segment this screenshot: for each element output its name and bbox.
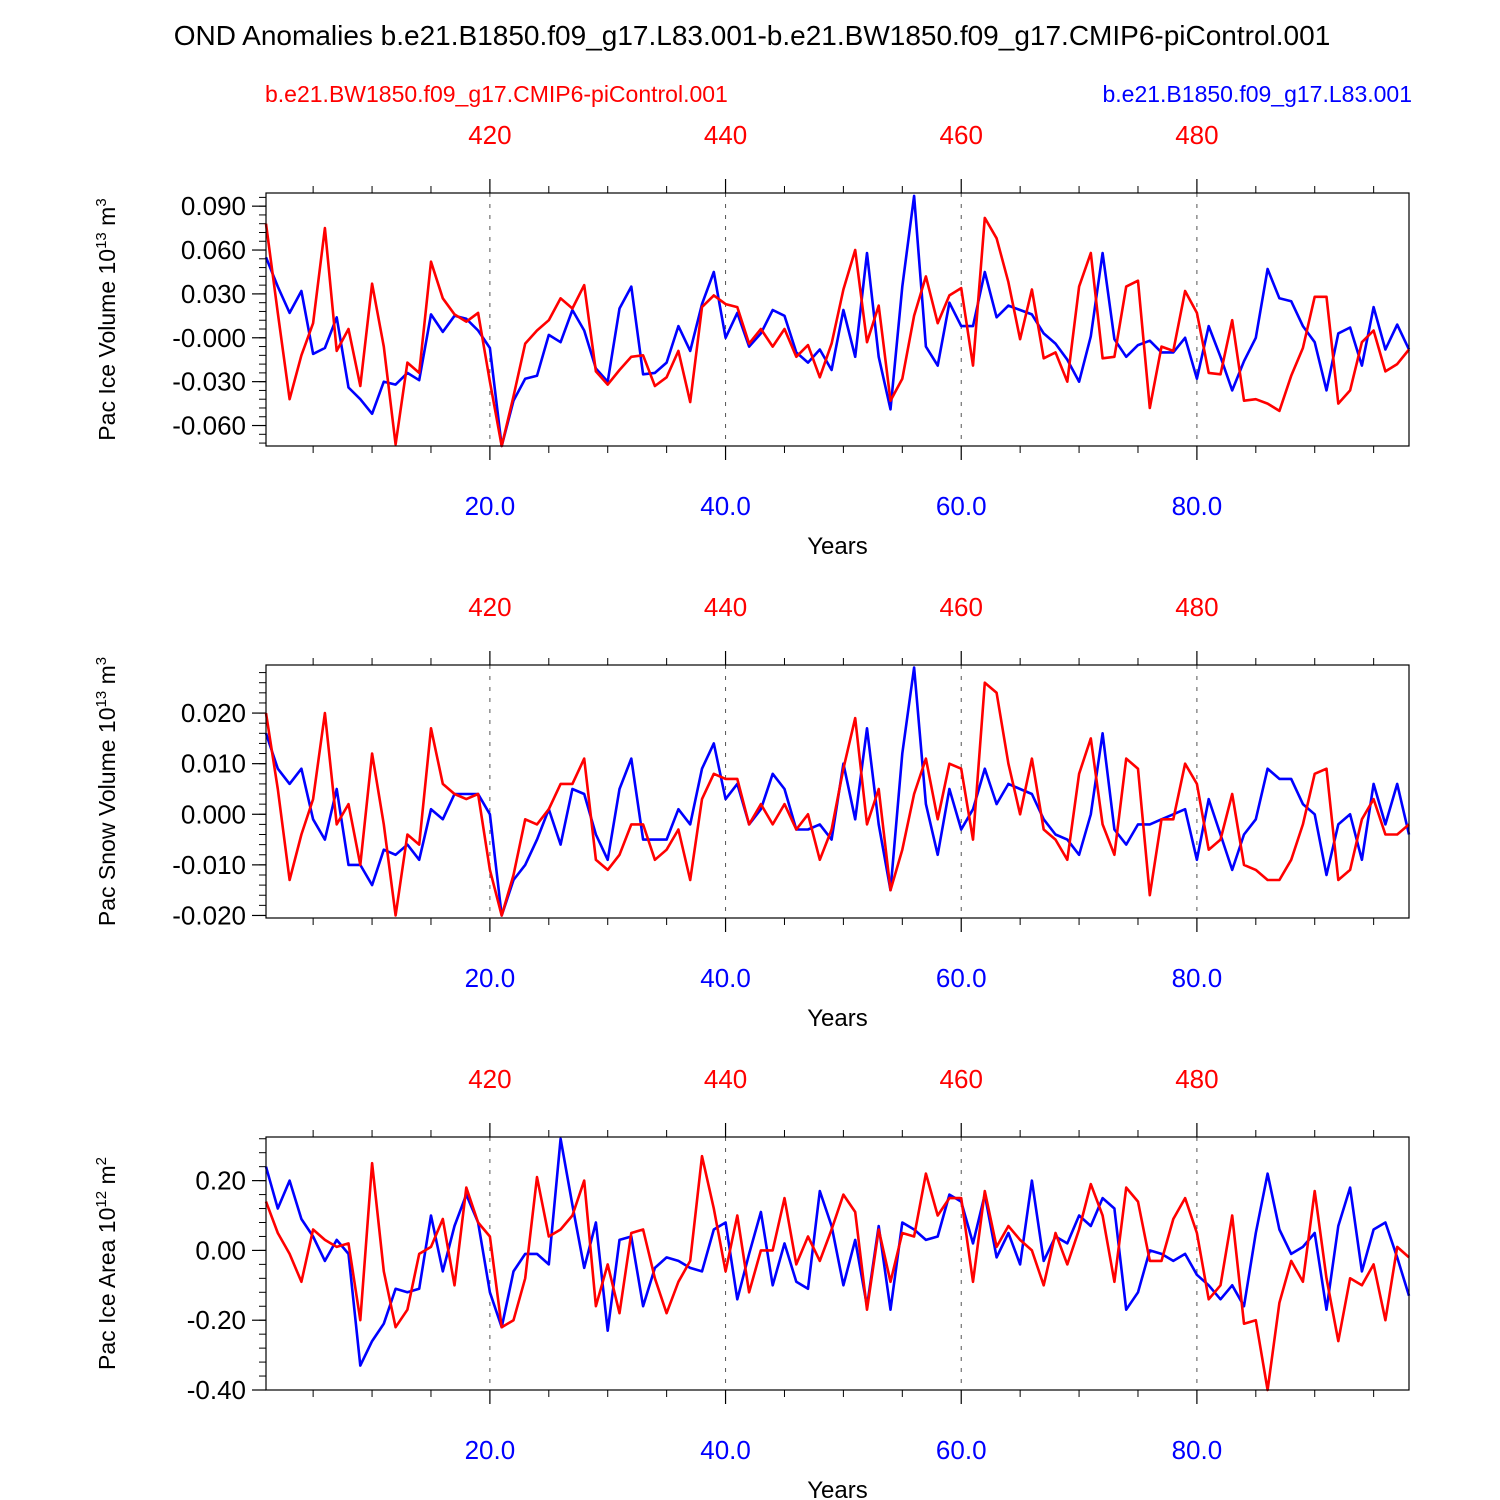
x-tick-label: 60.0 <box>936 491 987 521</box>
series-line-blue <box>264 666 1411 917</box>
right-dataset-label: b.e21.B1850.f09_g17.L83.001 <box>1102 81 1412 107</box>
y-axis-unit-power: 3 <box>93 198 110 206</box>
top-tick-label: 440 <box>704 592 747 622</box>
y-axis-title: Pac Ice Area 1012 m2 <box>93 1157 120 1370</box>
y-axis-unit-base: 10 <box>94 1208 120 1234</box>
x-axis-title: Years <box>807 533 868 560</box>
plot-frame <box>265 664 1410 919</box>
y-tick-label: 0.010 <box>181 749 246 779</box>
y-axis-title-name: Pac Ice Area <box>94 1239 120 1370</box>
y-axis-unit-base: 10 <box>94 707 120 733</box>
y-axis-title: Pac Ice Volume 1013 m3 <box>93 198 120 440</box>
y-axis-unit-m: m <box>94 207 120 233</box>
top-tick-label: 480 <box>1175 120 1218 150</box>
y-tick-label: 0.20 <box>195 1166 246 1196</box>
top-tick-label: 460 <box>940 592 983 622</box>
series-line-red <box>264 1154 1410 1392</box>
figure-title: OND Anomalies b.e21.B1850.f09_g17.L83.00… <box>174 20 1331 51</box>
top-tick-label: 420 <box>468 592 511 622</box>
y-tick-label: -0.010 <box>172 850 246 880</box>
y-tick-label: -0.000 <box>172 323 246 353</box>
y-axis-title-name: Pac Ice Volume <box>94 281 120 441</box>
top-tick-label: 440 <box>704 120 747 150</box>
x-tick-label: 20.0 <box>465 963 516 993</box>
y-tick-label: 0.030 <box>181 279 246 309</box>
y-tick-label: -0.40 <box>187 1375 246 1405</box>
series-line-blue <box>264 1137 1411 1367</box>
x-tick-label: 60.0 <box>936 963 987 993</box>
y-axis-unit-m: m <box>94 1165 120 1191</box>
y-tick-label: 0.020 <box>181 698 246 728</box>
y-axis-title: Pac Snow Volume 1013 m3 <box>93 657 120 926</box>
series-line-red <box>264 216 1411 448</box>
plot-frame <box>265 192 1410 447</box>
x-tick-label: 40.0 <box>700 963 751 993</box>
x-tick-label: 40.0 <box>700 1435 751 1465</box>
x-tick-label: 40.0 <box>700 491 751 521</box>
top-tick-label: 480 <box>1175 1064 1218 1094</box>
x-tick-label: 20.0 <box>465 1435 516 1465</box>
y-axis-unit-power: 2 <box>93 1157 110 1165</box>
panel-3: 20.0 420 40.0 440 60.0 460 80.0 480 0.20 0.00 -0.2… <box>93 1064 1411 1500</box>
y-axis-unit-m: m <box>94 665 120 691</box>
y-axis-title-name: Pac Snow Volume <box>94 739 120 926</box>
y-axis-unit-exponent: 13 <box>93 232 110 249</box>
x-tick-label: 80.0 <box>1172 963 1223 993</box>
y-tick-label: -0.030 <box>172 367 246 397</box>
y-tick-label: 0.00 <box>195 1235 246 1265</box>
left-dataset-label: b.e21.BW1850.f09_g17.CMIP6-piControl.001 <box>265 81 728 107</box>
y-tick-label: -0.060 <box>172 411 246 441</box>
top-tick-label: 440 <box>704 1064 747 1094</box>
x-tick-label: 80.0 <box>1172 1435 1223 1465</box>
panel-2: 20.0 420 40.0 440 60.0 460 80.0 480 0.020 0.010 0.… <box>93 592 1411 1032</box>
y-tick-label: -0.020 <box>172 900 246 930</box>
x-tick-label: 80.0 <box>1172 491 1223 521</box>
top-tick-label: 420 <box>468 1064 511 1094</box>
top-tick-label: 460 <box>940 120 983 150</box>
x-tick-label: 20.0 <box>465 491 516 521</box>
y-axis-unit-exponent: 12 <box>93 1191 110 1208</box>
top-tick-label: 480 <box>1175 592 1218 622</box>
y-axis-unit-power: 3 <box>93 657 110 665</box>
y-axis-unit-exponent: 13 <box>93 691 110 708</box>
top-tick-label: 460 <box>940 1064 983 1094</box>
x-tick-label: 60.0 <box>936 1435 987 1465</box>
y-tick-label: 0.060 <box>181 235 246 265</box>
top-tick-label: 420 <box>468 120 511 150</box>
y-tick-label: 0.000 <box>181 799 246 829</box>
x-axis-title: Years <box>807 1005 868 1032</box>
y-tick-label: 0.090 <box>181 191 246 221</box>
x-axis-title: Years <box>807 1477 868 1500</box>
y-axis-unit-base: 10 <box>94 249 120 275</box>
plot-frame <box>265 1136 1410 1391</box>
y-tick-label: -0.20 <box>187 1305 246 1335</box>
series-line-red <box>264 681 1410 917</box>
panel-1: 20.0 420 40.0 440 60.0 460 80.0 480 0.090 0.060 0.… <box>93 120 1411 560</box>
